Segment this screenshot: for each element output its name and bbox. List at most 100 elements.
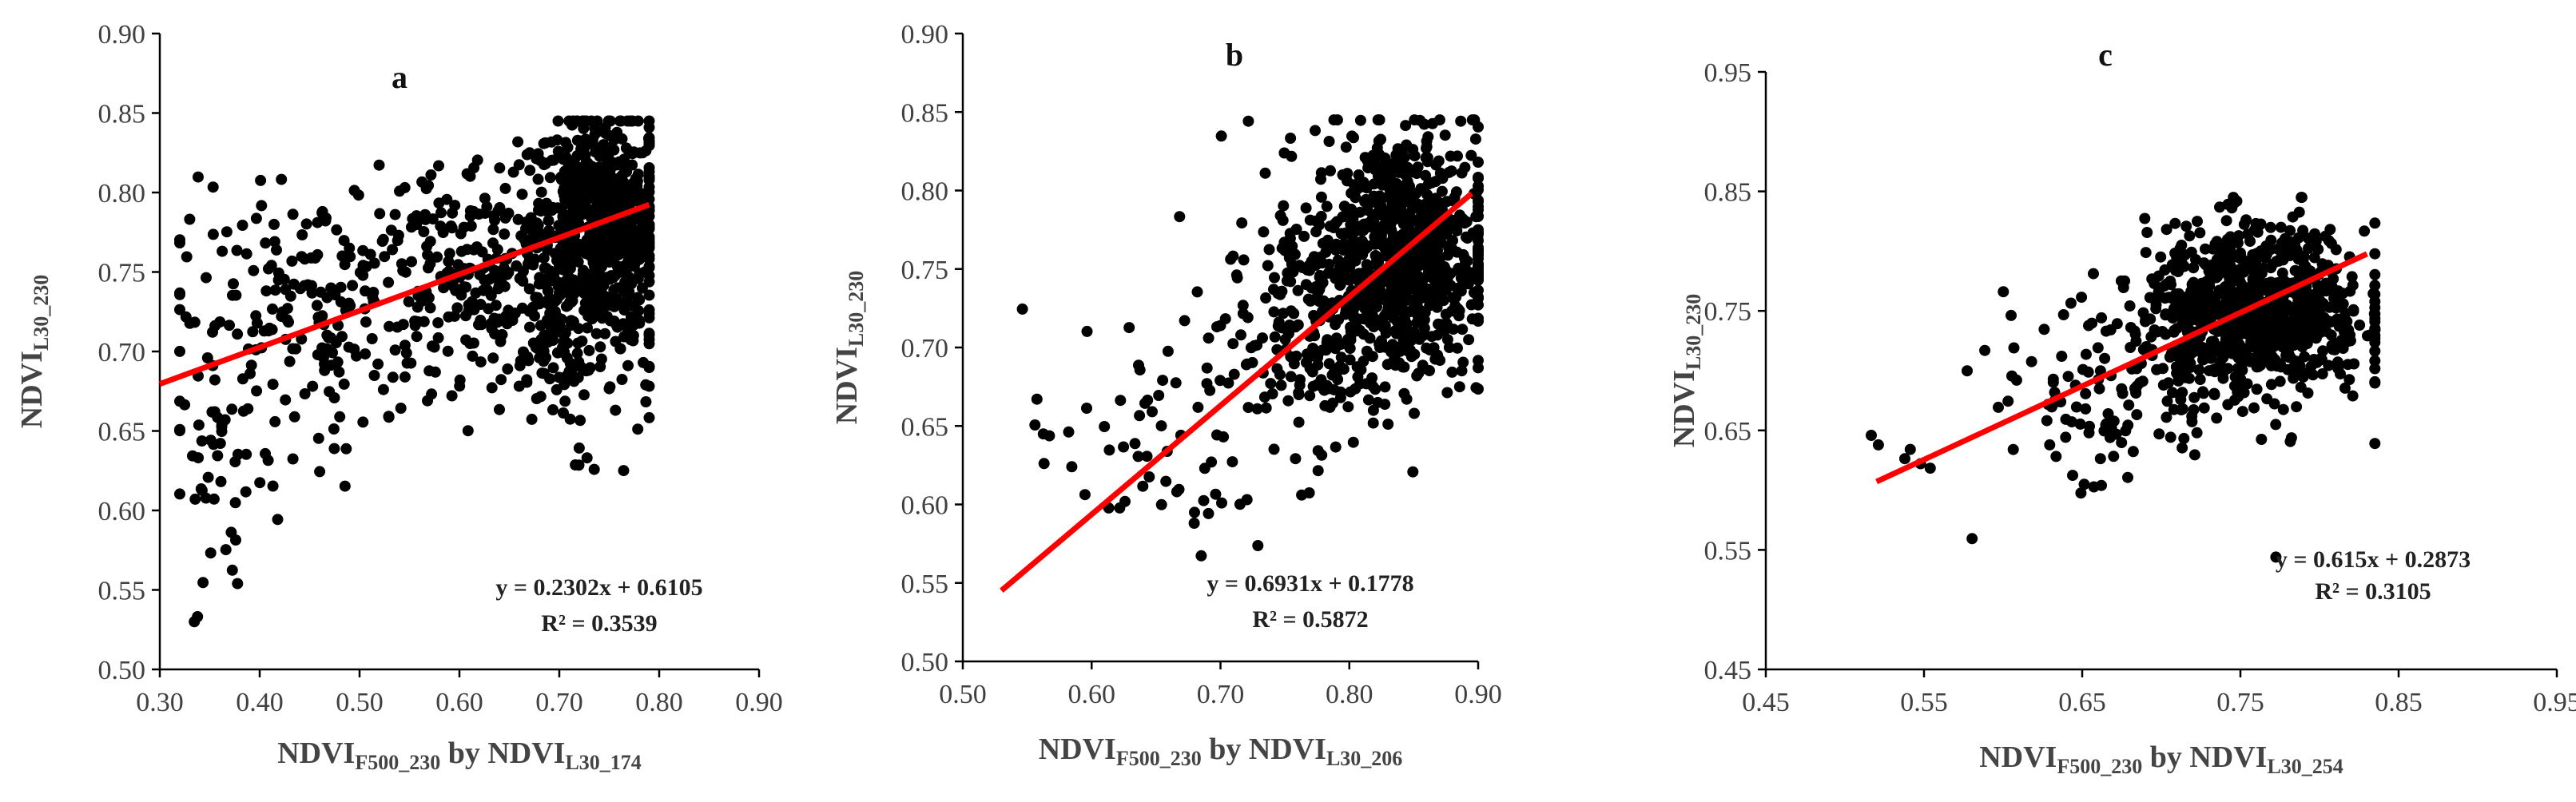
data-point <box>2222 198 2234 210</box>
data-point <box>1203 507 1214 519</box>
data-point <box>620 329 632 341</box>
data-point <box>1411 168 1423 180</box>
data-point <box>467 350 479 362</box>
data-point <box>1237 300 1249 312</box>
data-point <box>604 222 616 234</box>
data-point <box>1251 403 1263 415</box>
data-point <box>232 578 244 590</box>
data-point <box>1279 333 1291 345</box>
data-point <box>1445 305 1457 317</box>
data-point <box>1132 451 1144 463</box>
data-point <box>1179 315 1191 327</box>
data-point <box>1219 313 1231 325</box>
data-point <box>2077 363 2089 375</box>
r-squared-label: R² = 0.3105 <box>2315 578 2431 605</box>
data-point <box>435 207 447 219</box>
data-point <box>2161 395 2173 407</box>
data-point <box>604 115 616 127</box>
x-tick-label: 0.80 <box>635 688 683 717</box>
data-point <box>584 204 596 216</box>
data-point <box>1411 317 1423 328</box>
data-point <box>524 165 536 177</box>
data-point <box>383 276 395 288</box>
data-point <box>2137 375 2149 387</box>
data-point <box>1137 480 1149 492</box>
data-point <box>564 263 576 275</box>
trendline <box>1000 191 1474 593</box>
data-point <box>1453 381 1465 393</box>
data-point <box>2272 324 2284 336</box>
data-point <box>2163 292 2175 304</box>
data-point <box>272 514 284 526</box>
data-point <box>280 394 292 406</box>
data-point <box>2369 280 2381 292</box>
data-point <box>368 257 380 269</box>
data-point <box>357 416 369 428</box>
data-point <box>269 415 281 427</box>
data-point <box>632 292 644 304</box>
data-point <box>2200 285 2212 296</box>
data-point <box>2183 353 2195 365</box>
data-point <box>1394 345 1406 357</box>
data-point <box>1198 494 1210 506</box>
data-point <box>2161 224 2173 236</box>
data-point <box>2232 237 2244 249</box>
data-point <box>511 260 523 272</box>
data-point <box>230 289 242 301</box>
data-point <box>643 193 655 205</box>
data-point <box>422 248 434 260</box>
data-point <box>287 343 299 355</box>
data-point <box>338 378 350 390</box>
data-point <box>2326 316 2337 328</box>
data-point <box>447 207 459 219</box>
data-point <box>399 371 411 383</box>
data-point <box>501 268 513 280</box>
data-point <box>1317 237 1329 249</box>
data-point <box>2125 342 2137 353</box>
data-point <box>547 335 559 347</box>
data-point <box>2180 220 2192 232</box>
data-point <box>197 577 209 589</box>
data-point <box>2124 300 2136 312</box>
data-point <box>2096 479 2107 491</box>
data-point <box>2270 308 2282 320</box>
data-point <box>1310 226 1322 238</box>
data-point <box>2144 292 2156 304</box>
data-point <box>574 175 586 187</box>
data-point <box>1384 300 1396 312</box>
data-point <box>2080 403 2092 415</box>
data-point <box>1361 182 1373 194</box>
data-point <box>300 218 312 230</box>
data-point <box>1310 125 1321 137</box>
data-point <box>521 376 533 388</box>
data-point <box>1282 267 1294 279</box>
data-point <box>1345 386 1357 398</box>
data-point <box>2176 295 2188 307</box>
data-point <box>1246 356 1258 368</box>
data-point <box>1345 321 1357 333</box>
data-point <box>562 337 574 349</box>
y-tick-label: 0.55 <box>1704 536 1752 566</box>
data-point <box>2291 401 2303 413</box>
data-point <box>189 316 201 328</box>
data-point <box>573 459 585 471</box>
data-point <box>2211 412 2223 424</box>
data-point <box>1413 333 1425 345</box>
data-point <box>2127 446 2139 458</box>
data-point <box>1374 342 1385 353</box>
data-point <box>1429 283 1441 295</box>
data-point <box>1203 332 1214 344</box>
data-point <box>1189 506 1200 518</box>
data-point <box>196 435 208 447</box>
data-point <box>1134 364 1146 376</box>
data-point <box>570 200 582 212</box>
data-point <box>605 156 617 168</box>
data-point <box>241 448 252 460</box>
data-point <box>2236 294 2248 306</box>
data-point <box>1354 114 1366 126</box>
data-point <box>1272 288 1284 300</box>
data-point <box>2369 268 2381 280</box>
data-point <box>288 278 300 290</box>
data-point <box>563 115 575 127</box>
x-tick-label: 0.55 <box>1900 688 1948 717</box>
